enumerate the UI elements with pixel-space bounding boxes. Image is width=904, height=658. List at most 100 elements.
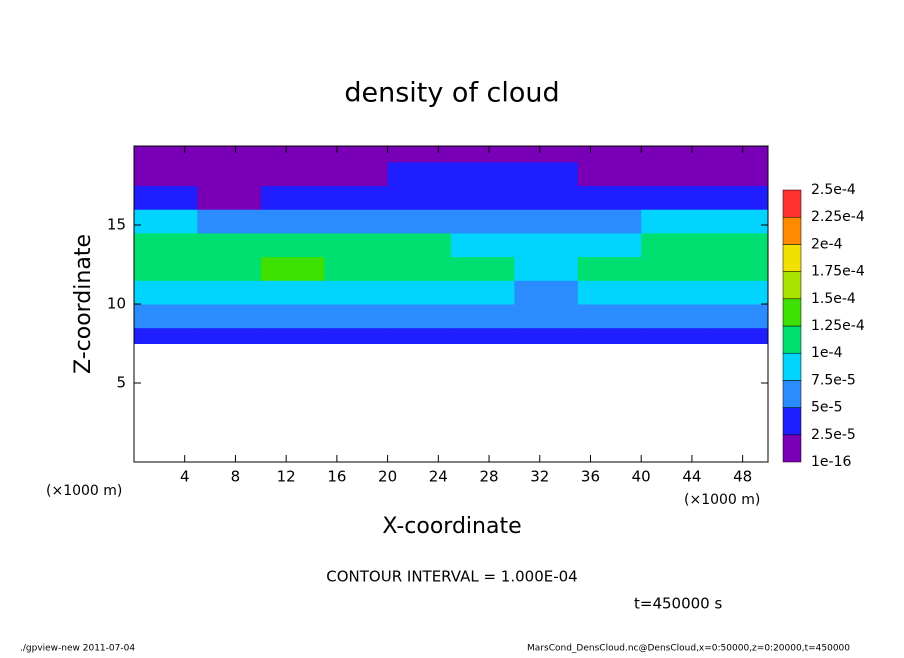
field-cell [197, 146, 262, 163]
x-tick-label: 48 [733, 468, 752, 486]
field-cell [324, 146, 389, 163]
x-tick-label: 20 [378, 468, 397, 486]
x-tick-label: 32 [530, 468, 549, 486]
field-cell [641, 209, 706, 234]
field-cell [641, 161, 706, 186]
x-axis-label: X-coordinate [382, 514, 521, 539]
colorbar-label: 2e-4 [811, 236, 843, 252]
colorbar-label: 7.5e-5 [811, 372, 856, 388]
field-cell [260, 327, 325, 344]
field-cell [514, 256, 579, 281]
y-unit-label: (×1000 m) [46, 483, 122, 499]
y-tick-label: 15 [107, 216, 126, 234]
field-cell [197, 280, 262, 305]
field-cell [324, 185, 389, 210]
field-cell [324, 256, 389, 281]
field-cell [704, 209, 769, 234]
field-cell [387, 327, 452, 344]
field-cell [260, 280, 325, 305]
contour-note: CONTOUR INTERVAL = 1.000E-04 [326, 568, 577, 586]
x-tick-label: 4 [180, 468, 190, 486]
field-cell [451, 256, 515, 281]
field-cell [324, 161, 389, 186]
field-cell [197, 185, 262, 210]
field-cell [577, 185, 642, 210]
field-cell [451, 232, 515, 258]
field-cell [641, 232, 706, 258]
field-cell [260, 232, 325, 258]
field-cell [451, 327, 515, 344]
field-cell [704, 232, 769, 258]
x-tick-label: 40 [632, 468, 651, 486]
field-cell [704, 185, 769, 210]
colorbar-swatch [782, 216, 802, 245]
field-cell [704, 304, 769, 329]
field-cell [324, 327, 389, 344]
field-cell [324, 280, 389, 305]
field-cell [577, 256, 642, 281]
field-cell [387, 304, 452, 329]
colorbar-swatch [782, 352, 802, 381]
field-cell [134, 256, 198, 281]
colorbar-swatch [782, 325, 802, 354]
field-cell [451, 280, 515, 305]
field-cell [577, 304, 642, 329]
x-tick-label: 16 [327, 468, 346, 486]
field-cell [451, 209, 515, 234]
field-cell [134, 146, 198, 163]
colorbar-swatch [782, 271, 802, 300]
field-cell [577, 209, 642, 234]
field-cell [704, 146, 769, 163]
field-cell [704, 280, 769, 305]
field-cell [260, 256, 325, 281]
colorbar-label: 1e-16 [811, 454, 851, 470]
field-cell [134, 209, 198, 234]
field-cell [134, 161, 198, 186]
field-cell [641, 146, 706, 163]
field-cell [641, 304, 706, 329]
field-cell [451, 304, 515, 329]
field-cell [387, 161, 452, 186]
field-cell [577, 232, 642, 258]
field-cell [197, 256, 262, 281]
colorbar-swatch [782, 407, 802, 436]
x-tick-label: 12 [277, 468, 296, 486]
field-cell [387, 146, 452, 163]
field-cell [134, 280, 198, 305]
x-unit-label: (×1000 m) [684, 492, 760, 508]
field-cell [260, 161, 325, 186]
colorbar-label: 2.25e-4 [811, 209, 865, 225]
y-tick-label: 10 [107, 295, 126, 313]
field-cell [641, 327, 706, 344]
field-cell [514, 327, 579, 344]
field-cell [260, 304, 325, 329]
colorbar-label: 2.5e-4 [811, 182, 856, 198]
colorbar-swatch [782, 244, 802, 272]
chart-title: density of cloud [344, 78, 559, 109]
field-cell [514, 304, 579, 329]
footer-left: ./gpview-new 2011-07-04 [20, 644, 135, 654]
colorbar-label: 1e-4 [811, 345, 843, 361]
field-cell [260, 209, 325, 234]
field-cell [387, 232, 452, 258]
field-cell [197, 232, 262, 258]
field-cell [451, 146, 515, 163]
colorbar-swatch [782, 434, 802, 463]
field-cell [514, 232, 579, 258]
field-cell [324, 232, 389, 258]
field-cell [134, 327, 198, 344]
colorbar-label: 1.25e-4 [811, 318, 865, 334]
field-cell [514, 161, 579, 186]
time-label: t=450000 s [634, 595, 722, 613]
field-cell [577, 161, 642, 186]
colorbar-swatch [782, 189, 802, 218]
y-axis-label: Z-coordinate [71, 234, 96, 374]
footer-right: MarsCond_DensCloud.nc@DensCloud,x=0:5000… [527, 644, 850, 654]
field-cell [197, 327, 262, 344]
field-cell [197, 161, 262, 186]
field-cell [641, 256, 706, 281]
field-cell [324, 304, 389, 329]
field-cell [387, 256, 452, 281]
field-cell [577, 327, 642, 344]
